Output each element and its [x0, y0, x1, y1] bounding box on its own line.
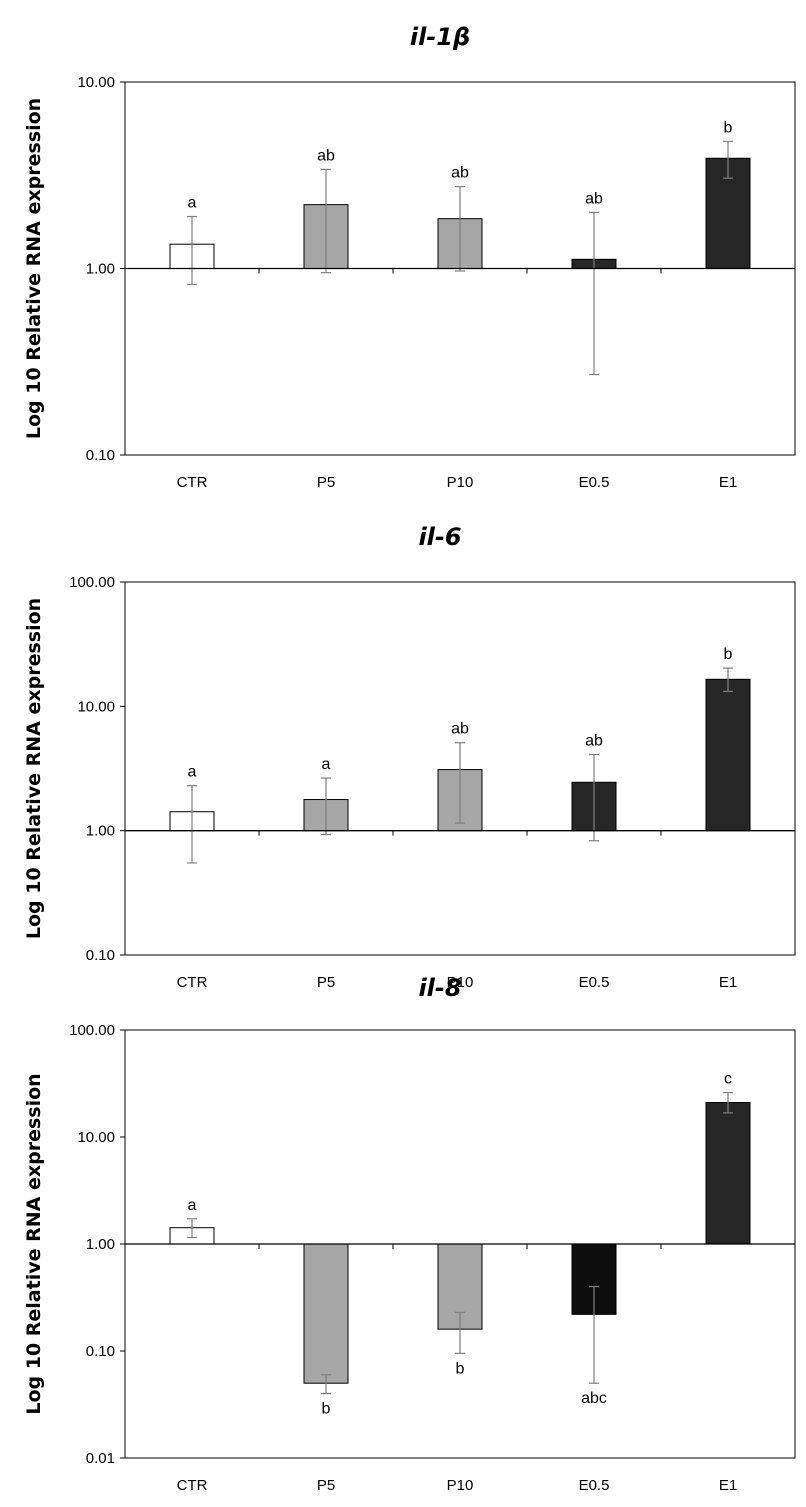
category-label: CTR: [177, 1477, 208, 1494]
category-label: P10: [447, 474, 474, 491]
significance-letter: a: [322, 756, 331, 773]
y-axis-label: Log 10 Relative RNA expression: [23, 598, 45, 939]
significance-letter: ab: [585, 190, 603, 207]
plot-frame: [124, 581, 796, 956]
category-label: P10: [447, 974, 474, 991]
significance-letter: b: [724, 119, 733, 136]
significance-letter: ab: [317, 147, 335, 164]
significance-letter: a: [188, 195, 197, 212]
category-label: E1: [719, 974, 737, 991]
chart-title: il-6: [418, 523, 461, 551]
category-label: E1: [719, 1477, 737, 1494]
significance-letter: ab: [451, 721, 469, 738]
y-tick-label: 0.01: [86, 1450, 115, 1467]
y-axis-label: Log 10 Relative RNA expression: [23, 1073, 45, 1414]
y-tick-label: 1.00: [86, 1236, 115, 1253]
category-label: E0.5: [579, 974, 610, 991]
significance-letter: b: [322, 1401, 331, 1418]
bar-e1: [705, 678, 751, 832]
significance-letter: b: [724, 646, 733, 663]
y-tick-label: 10.00: [77, 698, 115, 715]
category-label: P5: [317, 974, 335, 991]
y-tick-label: 1.00: [86, 261, 115, 278]
y-tick-label: 100.00: [69, 1022, 115, 1039]
y-tick-label: 10.00: [77, 74, 115, 91]
significance-letter: b: [456, 1360, 465, 1377]
bar-p5: [303, 1243, 349, 1384]
chart-3: il-8 0.01 0.10 1.00 10.00 100.00 Log 10 Relati…: [23, 974, 796, 1494]
y-tick-label: 1.00: [86, 823, 115, 840]
y-tick-label: 100.00: [69, 574, 115, 591]
category-label: E0.5: [579, 474, 610, 491]
category-label: P5: [317, 474, 335, 491]
category-label: E0.5: [579, 1477, 610, 1494]
significance-letter: a: [188, 764, 197, 781]
category-label: CTR: [177, 974, 208, 991]
y-tick-label: 0.10: [86, 947, 115, 964]
category-label: P10: [447, 1477, 474, 1494]
y-tick-label: 0.10: [86, 447, 115, 464]
chart-title: il-8: [418, 974, 461, 1002]
category-label: E1: [719, 474, 737, 491]
category-label: CTR: [177, 474, 208, 491]
significance-letter: ab: [585, 732, 603, 749]
significance-letter: c: [724, 1071, 732, 1088]
significance-letter: ab: [451, 165, 469, 182]
chart-title: il-1β: [410, 23, 470, 51]
chart-1: il-1β 0.10 1.00 10.00 Log 10 Relative RNA ex…: [23, 23, 796, 491]
significance-letter: a: [188, 1197, 197, 1214]
y-tick-label: 10.00: [77, 1129, 115, 1146]
category-label: P5: [317, 1477, 335, 1494]
significance-letter: abc: [581, 1390, 607, 1407]
bar-e1: [705, 1102, 751, 1245]
y-tick-label: 0.10: [86, 1343, 115, 1360]
chart-2: il-6 0.10 1.00 10.00 100.00 Log 10 Relative R…: [23, 523, 796, 991]
y-axis-label: Log 10 Relative RNA expression: [23, 98, 45, 439]
